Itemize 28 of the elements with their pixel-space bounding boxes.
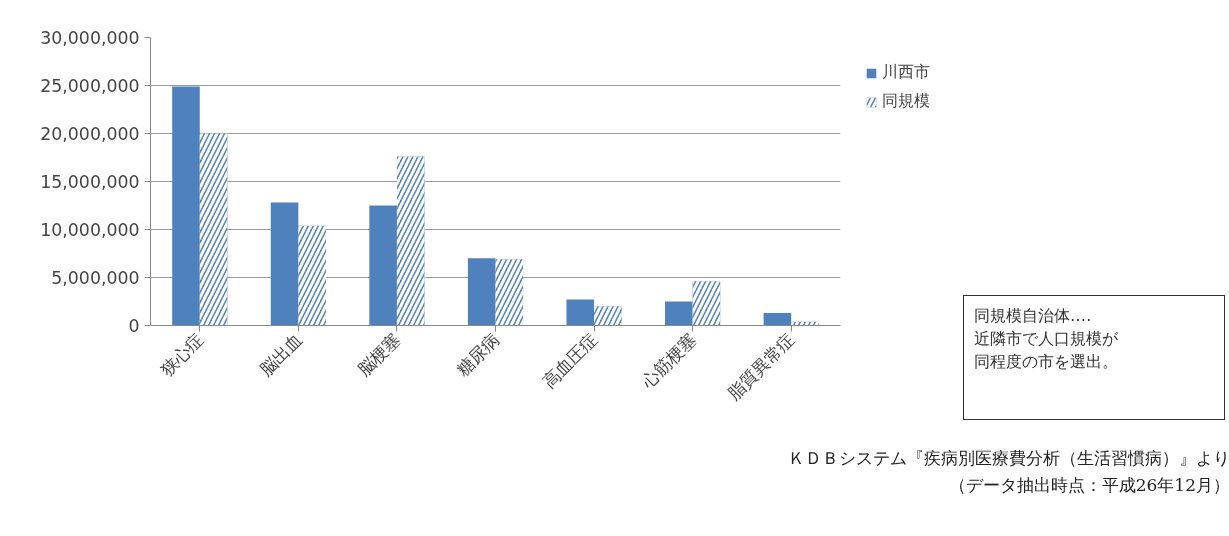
x-tick-label: 脳梗塞 [353, 329, 404, 380]
y-tick-label: 5,000,000 [51, 268, 140, 288]
y-tick-label: 0 [128, 316, 140, 336]
bar [566, 299, 595, 326]
x-tick-label: 脂質異常症 [724, 329, 799, 404]
text: 同規模自治体‥‥ [974, 306, 1092, 325]
text: ＫＤＢシステム『疾病別医療費分析（生活習慣病）』より [788, 448, 1229, 468]
bar [172, 86, 200, 326]
x-tick-label: 高血圧症 [538, 329, 602, 392]
legend-label: 川西市 [882, 62, 930, 83]
bar [467, 258, 496, 326]
legend-label: 同規模 [882, 91, 930, 112]
x-tick-label: 糖尿病 [452, 329, 503, 380]
y-tick-label: 25,000,000 [40, 76, 140, 96]
x-tick-label: 狭心症 [156, 329, 207, 380]
x-tick-label: 心筋梗塞 [636, 329, 700, 393]
bar [270, 202, 299, 326]
text: （データ抽出時点：平成26年12月） [948, 475, 1229, 496]
bar [665, 301, 693, 326]
y-tick-label: 15,000,000 [40, 172, 140, 192]
bar [369, 205, 397, 326]
y-tick-label: 30,000,000 [40, 28, 140, 48]
y-tick-label: 20,000,000 [40, 124, 140, 144]
bar [763, 313, 792, 326]
text: 同程度の市を選出。 [974, 352, 1118, 372]
y-tick-label: 10,000,000 [40, 220, 140, 240]
text: 近隣市で人口規模が [974, 329, 1118, 349]
x-tick-label: 脳出血 [255, 329, 306, 380]
